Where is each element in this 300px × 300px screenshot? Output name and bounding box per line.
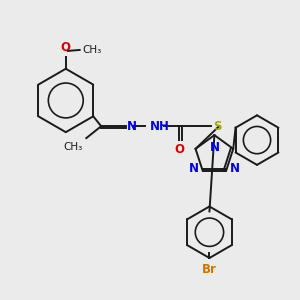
Text: Br: Br: [202, 263, 217, 276]
Text: CH₃: CH₃: [82, 45, 102, 55]
Text: N: N: [209, 141, 219, 154]
Text: N: N: [127, 120, 137, 133]
Text: O: O: [61, 41, 71, 54]
Text: CH₃: CH₃: [63, 142, 82, 152]
Text: N: N: [230, 161, 240, 175]
Text: O: O: [174, 143, 184, 156]
Text: S: S: [213, 120, 222, 133]
Text: NH: NH: [150, 120, 169, 133]
Text: N: N: [189, 161, 199, 175]
